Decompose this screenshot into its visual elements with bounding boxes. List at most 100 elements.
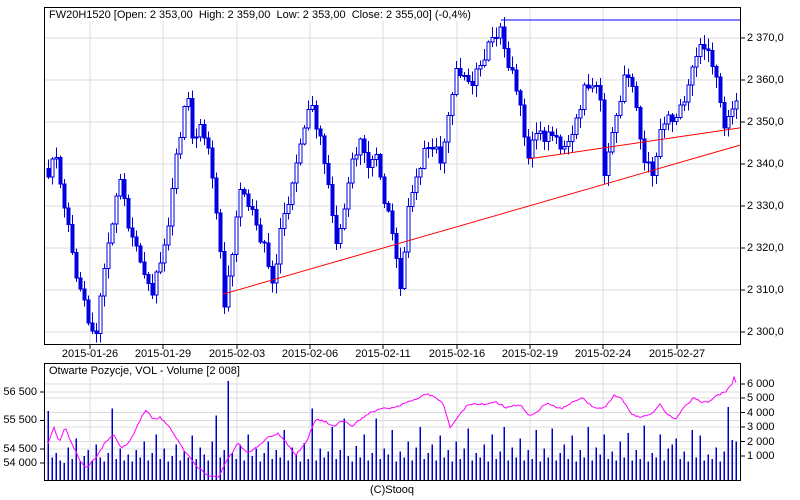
- candle-body: [90, 322, 95, 332]
- volume-bar: [735, 441, 737, 481]
- volume-bar: [455, 441, 457, 481]
- volume-bar: [591, 460, 593, 481]
- candle-body: [662, 123, 667, 131]
- volume-bar: [439, 435, 441, 481]
- candle-body: [422, 148, 427, 169]
- candle-body: [50, 158, 55, 178]
- candle-body: [410, 192, 415, 207]
- candle-body: [230, 254, 235, 277]
- candle-body: [458, 68, 463, 77]
- candle-body: [670, 114, 675, 122]
- candle-body: [718, 76, 723, 103]
- candle-body: [710, 50, 715, 68]
- candle-body: [290, 182, 295, 205]
- candle-body: [550, 131, 555, 136]
- open-interest-axis-label: 55 500: [3, 414, 37, 427]
- volume-bar: [163, 448, 165, 481]
- volume-bar: [71, 458, 73, 481]
- candle-body: [210, 147, 215, 179]
- candle-body: [382, 176, 387, 205]
- candle-body: [162, 244, 167, 264]
- volume-bar: [379, 458, 381, 481]
- volume-bar: [323, 457, 325, 481]
- volume-bar: [155, 434, 157, 481]
- volume-bar: [419, 427, 421, 481]
- volume-bar: [679, 458, 681, 481]
- volume-bar: [51, 457, 53, 481]
- candle-body: [578, 108, 583, 119]
- candle-body: [538, 130, 543, 134]
- candle-body: [474, 68, 479, 87]
- volume-bar: [427, 453, 429, 481]
- candle-body: [206, 137, 211, 149]
- candle-body: [414, 176, 419, 194]
- volume-bar: [651, 453, 653, 481]
- candle-body: [654, 155, 659, 177]
- candle-body: [418, 167, 423, 178]
- volume-bar: [339, 450, 341, 481]
- volume-bar: [395, 461, 397, 481]
- volume-bar: [219, 457, 221, 481]
- candle-body: [502, 26, 507, 49]
- candle-body: [426, 147, 431, 150]
- volume-bar: [523, 460, 525, 481]
- candle-body: [114, 195, 119, 225]
- volume-bar: [631, 460, 633, 481]
- candle-body: [126, 197, 131, 229]
- candle-body: [602, 99, 607, 176]
- volume-bar: [195, 458, 197, 481]
- volume-bar: [243, 460, 245, 481]
- candle-body: [98, 295, 103, 334]
- volume-bar: [691, 429, 693, 481]
- volume-bar: [279, 457, 281, 481]
- candle-body: [498, 26, 503, 39]
- volume-bar: [703, 460, 705, 481]
- volume-bar: [151, 453, 153, 481]
- volume-bar: [147, 460, 149, 481]
- volume-bar: [479, 457, 481, 481]
- candle-body: [146, 274, 151, 284]
- candle-body: [130, 227, 135, 238]
- volume-bar: [295, 454, 297, 481]
- volume-bar: [299, 461, 301, 481]
- volume-bar: [539, 461, 541, 481]
- volume-bar: [563, 444, 565, 481]
- candle-body: [186, 97, 191, 108]
- volume-bar: [647, 461, 649, 481]
- candle-body: [118, 178, 123, 197]
- open-interest-axis-label: 56 500: [3, 386, 37, 398]
- volume-bar: [75, 438, 77, 481]
- volume-bar: [471, 460, 473, 481]
- candle-body: [326, 162, 331, 185]
- volume-bar: [723, 451, 725, 481]
- volume-bar: [67, 447, 69, 481]
- volume-bar: [515, 457, 517, 481]
- candle-body: [258, 224, 263, 243]
- candle-body: [566, 141, 571, 148]
- volume-bar: [107, 453, 109, 481]
- price-axis-label: 2 360,0: [747, 74, 784, 86]
- date-axis-label: 2015-02-11: [355, 348, 411, 360]
- candle-body: [634, 85, 639, 109]
- volume-bar: [363, 434, 365, 481]
- candle-body: [542, 130, 547, 143]
- volume-panel-title: Otwarte Pozycje, VOL - Volume [2 008]: [47, 365, 242, 377]
- volume-bar: [575, 461, 577, 481]
- candle-body: [614, 115, 619, 133]
- volume-bar: [415, 447, 417, 481]
- volume-bar: [319, 448, 321, 481]
- date-axis-label: 2015-02-03: [208, 348, 266, 360]
- volume-bar: [667, 448, 669, 481]
- candle-body: [562, 146, 567, 150]
- volume-bar: [215, 415, 217, 481]
- volume-bar: [231, 453, 233, 481]
- candle-body: [138, 245, 143, 263]
- candle-body: [686, 84, 691, 103]
- volume-bar: [347, 455, 349, 481]
- candle-body: [274, 263, 279, 284]
- volume-bar: [179, 460, 181, 481]
- candle-body: [246, 193, 251, 207]
- volume-bar: [547, 457, 549, 481]
- volume-bar: [315, 460, 317, 481]
- trendline: [222, 144, 741, 295]
